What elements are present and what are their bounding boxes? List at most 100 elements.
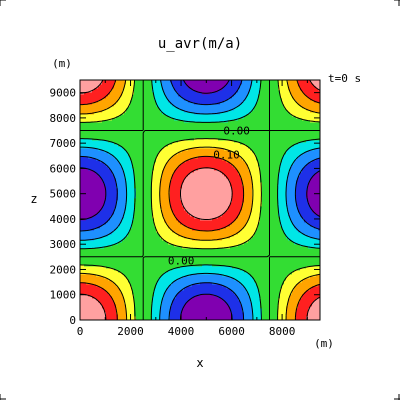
field-cell <box>108 104 111 107</box>
field-cell <box>90 220 93 223</box>
field-cell <box>84 200 87 203</box>
field-cell <box>82 168 85 171</box>
field-cell <box>82 160 85 163</box>
field-cell <box>96 134 99 137</box>
field-cell <box>92 226 95 229</box>
field-cell <box>88 308 91 311</box>
field-cell <box>112 108 115 111</box>
field-cell <box>106 304 109 307</box>
field-cell <box>94 128 97 131</box>
field-cell <box>102 150 105 153</box>
field-cell <box>94 188 97 191</box>
field-cell <box>118 284 121 287</box>
field-cell <box>108 88 111 91</box>
field-cell <box>100 302 103 305</box>
field-cell <box>106 286 109 289</box>
field-cell <box>100 146 103 149</box>
field-cell <box>116 184 119 187</box>
field-cell <box>84 240 87 243</box>
field-cell <box>94 94 97 97</box>
field-cell <box>82 222 85 225</box>
field-cell <box>104 250 107 253</box>
field-cell <box>88 148 91 151</box>
field-cell <box>98 202 101 205</box>
field-cell <box>84 116 87 119</box>
field-cell <box>106 232 109 235</box>
field-cell <box>98 88 101 91</box>
field-cell <box>110 268 113 271</box>
field-cell <box>90 124 93 127</box>
field-cell <box>108 294 111 297</box>
field-cell <box>114 286 117 289</box>
field-cell <box>92 100 95 103</box>
field-cell <box>92 92 95 95</box>
field-cell <box>86 126 89 129</box>
field-cell <box>82 188 85 191</box>
field-cell <box>88 300 91 303</box>
field-cell <box>98 82 101 85</box>
field-cell <box>114 314 117 317</box>
field-cell <box>86 204 89 207</box>
field-cell <box>94 146 97 149</box>
field-cell <box>80 124 83 127</box>
field-cell <box>80 170 83 173</box>
field-cell <box>88 178 91 181</box>
field-cell <box>84 318 87 321</box>
field-cell <box>90 296 93 299</box>
field-cell <box>88 202 91 205</box>
field-cell <box>92 84 95 87</box>
field-cell <box>98 104 101 107</box>
field-cell <box>86 186 89 189</box>
field-cell <box>110 104 113 107</box>
field-cell <box>100 162 103 165</box>
field-cell <box>84 250 87 253</box>
field-cell <box>116 126 119 129</box>
field-cell <box>116 240 119 243</box>
field-cell <box>94 124 97 127</box>
field-cell <box>106 188 109 191</box>
field-cell <box>94 120 97 123</box>
field-cell <box>92 118 95 121</box>
field-cell <box>104 146 107 149</box>
field-cell <box>86 140 89 143</box>
field-cell <box>88 194 91 197</box>
field-cell <box>112 316 115 319</box>
field-cell <box>80 182 83 185</box>
field-cell <box>80 306 83 309</box>
field-cell <box>82 278 85 281</box>
field-cell <box>94 226 97 229</box>
field-cell <box>92 230 95 233</box>
field-cell <box>96 110 99 113</box>
field-cell <box>96 244 99 247</box>
field-cell <box>80 194 83 197</box>
field-cell <box>98 280 101 283</box>
field-cell <box>102 244 105 247</box>
field-cell <box>88 246 91 249</box>
field-cell <box>110 148 113 151</box>
field-cell <box>98 308 101 311</box>
field-cell <box>92 252 95 255</box>
field-cell <box>112 132 115 135</box>
field-cell <box>90 310 93 313</box>
field-cell <box>94 182 97 185</box>
field-cell <box>110 278 113 281</box>
field-cell <box>82 224 85 227</box>
field-cell <box>116 254 119 257</box>
field-cell <box>90 232 93 235</box>
field-cell <box>118 290 121 293</box>
field-cell <box>80 180 83 183</box>
field-cell <box>110 108 113 111</box>
field-cell <box>104 306 107 309</box>
field-cell <box>96 106 99 109</box>
field-cell <box>116 266 119 269</box>
field-cell <box>92 248 95 251</box>
field-cell <box>80 204 83 207</box>
field-cell <box>102 118 105 121</box>
field-cell <box>92 126 95 129</box>
field-cell <box>102 100 105 103</box>
field-cell <box>114 200 117 203</box>
field-cell <box>86 250 89 253</box>
field-cell <box>116 178 119 181</box>
field-cell <box>90 212 93 215</box>
field-cell <box>112 266 115 269</box>
